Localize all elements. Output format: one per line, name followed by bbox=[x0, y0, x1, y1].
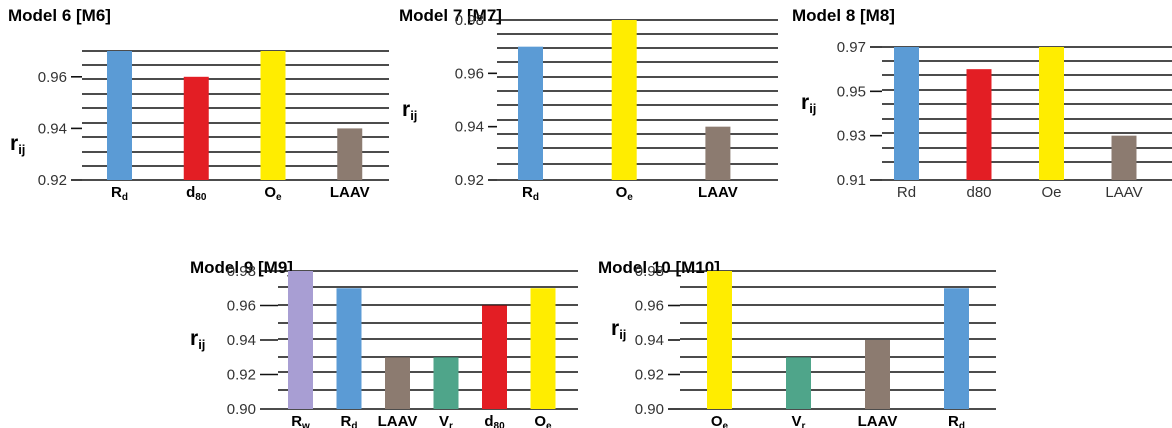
y-axis-label: rij bbox=[402, 98, 417, 123]
bar-oe bbox=[530, 288, 556, 409]
bar-d80 bbox=[966, 69, 992, 180]
y-tick-label: 0.96 bbox=[227, 298, 256, 315]
y-tick-label: 0.96 bbox=[455, 65, 484, 82]
bar-laav bbox=[865, 340, 890, 409]
y-tick-label: 0.92 bbox=[227, 367, 256, 384]
chart-title: Model 6 [M6] bbox=[8, 6, 111, 25]
y-tick-label: 0.94 bbox=[455, 119, 484, 136]
x-tick-label: Oe bbox=[711, 413, 729, 428]
x-tick-label: LAAV bbox=[1105, 184, 1142, 201]
y-axis-label: rij bbox=[10, 132, 25, 157]
chart-title: Model 8 [M8] bbox=[792, 6, 895, 25]
x-tick-label: Rw bbox=[291, 413, 310, 428]
x-tick-label: Vr bbox=[792, 413, 806, 428]
bar-rd bbox=[518, 46, 543, 180]
y-axis-label: rij bbox=[801, 91, 816, 116]
x-tick-label: d80 bbox=[186, 184, 207, 203]
x-tick-label: Vr bbox=[439, 413, 453, 428]
x-tick-label: Oe bbox=[616, 184, 634, 203]
bar-laav bbox=[1111, 135, 1137, 180]
x-tick-label: d80 bbox=[484, 413, 505, 428]
chart-title: Model 7 [M7] bbox=[399, 6, 502, 25]
bar-oe bbox=[260, 51, 286, 180]
x-tick-label: Rd bbox=[522, 184, 539, 203]
bar-rw bbox=[288, 271, 313, 409]
bar-d80 bbox=[183, 76, 209, 180]
bar-oe bbox=[611, 20, 637, 180]
y-axis-label: rij bbox=[611, 317, 626, 342]
bar-laav bbox=[337, 128, 363, 180]
y-tick-label: 0.91 bbox=[837, 172, 866, 189]
x-tick-label: LAAV bbox=[378, 413, 418, 428]
y-tick-label: 0.96 bbox=[38, 69, 67, 86]
chart-1: Model 6 [M6] rij 0.92 0.94 0.96 Rd d80 Oe LAAV bbox=[8, 6, 389, 203]
bar-oe bbox=[1039, 47, 1064, 180]
x-tick-label: Oe bbox=[264, 184, 282, 203]
chart-2: Model 7 [M7] rij 0.92 0.94 0.96 0.98 Rd Oe LAAV bbox=[399, 6, 778, 203]
y-tick-label: 0.92 bbox=[635, 367, 664, 384]
chart-4: Model 9 [M9] rij 0.90 0.92 0.94 0.96 0.98 Rw Rd L… bbox=[190, 258, 578, 428]
y-tick-label: 0.98 bbox=[635, 263, 664, 280]
x-tick-label: Rd bbox=[341, 413, 358, 428]
y-tick-label: 0.98 bbox=[455, 12, 484, 29]
bar-laav bbox=[385, 357, 410, 409]
y-tick-label: 0.90 bbox=[635, 401, 664, 418]
x-tick-label: d80 bbox=[966, 184, 991, 201]
y-tick-label: 0.90 bbox=[227, 401, 256, 418]
y-tick-label: 0.94 bbox=[227, 332, 256, 349]
x-tick-label: LAAV bbox=[698, 184, 738, 201]
y-tick-label: 0.92 bbox=[455, 172, 484, 189]
y-tick-label: 0.96 bbox=[635, 298, 664, 315]
bar-vr bbox=[433, 357, 459, 409]
y-tick-label: 0.98 bbox=[227, 263, 256, 280]
chart-title: Model 9 [M9] bbox=[190, 258, 293, 277]
x-tick-label: Oe bbox=[1041, 184, 1061, 201]
x-tick-label: Rd bbox=[897, 184, 916, 201]
bar-rd bbox=[894, 47, 919, 180]
y-tick-label: 0.93 bbox=[837, 128, 866, 145]
x-tick-label: LAAV bbox=[330, 184, 370, 201]
bar-rd bbox=[107, 51, 132, 180]
bar-laav bbox=[705, 126, 731, 180]
x-tick-label: Oe bbox=[534, 413, 552, 428]
y-tick-label: 0.94 bbox=[38, 120, 67, 137]
bar-rd bbox=[944, 288, 969, 409]
bar-rd bbox=[336, 288, 362, 409]
y-tick-label: 0.97 bbox=[837, 39, 866, 56]
x-tick-label: Rd bbox=[111, 184, 128, 203]
bar-vr bbox=[786, 357, 811, 409]
y-tick-label: 0.95 bbox=[837, 83, 866, 100]
bar-oe bbox=[707, 271, 732, 409]
chart-3: Model 8 [M8] rij 0.91 0.93 0.95 0.97 Rd d80 Oe LA… bbox=[792, 6, 1172, 201]
y-tick-label: 0.92 bbox=[38, 172, 67, 189]
chart-5: Model 10 [M10] rij 0.90 0.92 0.94 0.96 0.98 Oe V… bbox=[598, 258, 996, 428]
x-tick-label: LAAV bbox=[858, 413, 898, 428]
bar-d80 bbox=[482, 305, 507, 409]
chart-title: Model 10 [M10] bbox=[598, 258, 720, 277]
y-tick-label: 0.94 bbox=[635, 332, 664, 349]
x-tick-label: Rd bbox=[948, 413, 965, 428]
y-axis-label: rij bbox=[190, 327, 205, 352]
